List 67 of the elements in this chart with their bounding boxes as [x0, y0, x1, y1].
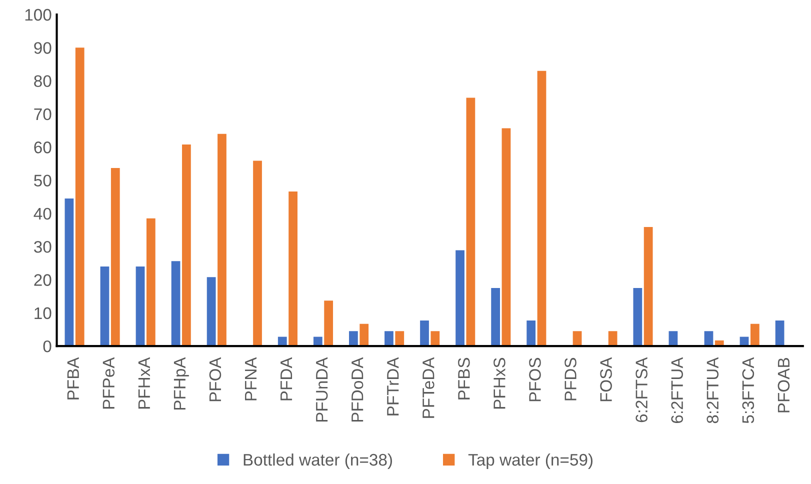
y-tick-label: 90 — [34, 42, 52, 54]
x-tick-label: PFOAB — [778, 358, 790, 412]
x-tick-label: 6:2FTUA — [671, 357, 684, 424]
bar — [644, 227, 653, 346]
bar — [100, 266, 110, 346]
bar — [633, 288, 642, 346]
x-tick-label: 5:3FTCA — [742, 357, 754, 424]
y-tick-label: 80 — [34, 75, 52, 88]
bar — [110, 168, 120, 346]
bar — [430, 331, 440, 346]
x-tick-label: PFHpA — [174, 357, 189, 410]
bar — [668, 331, 678, 346]
bar — [349, 331, 358, 346]
x-tick-label: 8:2FTUA — [706, 357, 719, 424]
x-tick-label: PFHxA — [138, 357, 150, 409]
bar — [491, 288, 500, 346]
x-tick-label: PFTrDA — [387, 357, 399, 416]
y-tick-label: 0 — [43, 340, 52, 352]
bar — [384, 331, 394, 346]
bar — [75, 48, 84, 346]
x-tick-label: PFUnDA — [316, 357, 328, 422]
y-tick-label: 40 — [34, 208, 52, 220]
x-tick-label: PFDoDA — [352, 357, 364, 422]
legend-label: Tap water (n=59) — [468, 453, 592, 469]
x-tick-label: 6:2FTSA — [636, 357, 648, 422]
x-tick-label: PFOA — [209, 357, 222, 402]
y-tick-label: 70 — [34, 108, 52, 120]
bar — [136, 266, 145, 346]
bar — [360, 324, 369, 346]
bar — [608, 331, 618, 346]
bar — [146, 218, 156, 346]
y-tick-label: 30 — [34, 241, 52, 253]
x-tick-label: PFDS — [564, 358, 576, 400]
y-tick-label: 20 — [34, 274, 52, 286]
bar — [456, 250, 464, 346]
bar — [502, 128, 511, 346]
bar — [64, 198, 74, 346]
x-tick-label: PFDA — [280, 357, 292, 400]
bar — [253, 160, 262, 346]
bar — [537, 70, 546, 346]
bar — [572, 331, 582, 346]
bar — [218, 134, 226, 346]
bar — [775, 320, 784, 346]
x-tick-label: PFBS — [458, 358, 470, 400]
bar — [288, 192, 298, 346]
bar — [704, 331, 714, 346]
bar — [420, 320, 429, 346]
bar — [324, 300, 334, 346]
bar — [171, 261, 180, 346]
y-tick-label: 50 — [34, 174, 52, 186]
x-tick-label: FOSA — [600, 357, 612, 402]
y-tick-label: 10 — [34, 307, 52, 320]
x-tick-label: PFHxS — [494, 358, 506, 409]
x-tick-label: PFBA — [67, 357, 79, 400]
x-tick-label: PFNA — [245, 357, 256, 400]
x-tick-label: PFOS — [529, 358, 541, 402]
legend-label: Bottled water (n=38) — [244, 453, 392, 469]
x-tick-label: PFTeDA — [422, 357, 434, 418]
bar — [206, 277, 216, 346]
y-tick-label: 100 — [25, 8, 52, 21]
bar — [182, 144, 191, 346]
y-tick-label: 60 — [34, 142, 52, 154]
bar — [466, 98, 476, 346]
x-tick-label: PFPeA — [102, 357, 115, 409]
bar — [395, 331, 404, 346]
bar — [750, 324, 760, 346]
bar — [526, 320, 536, 346]
